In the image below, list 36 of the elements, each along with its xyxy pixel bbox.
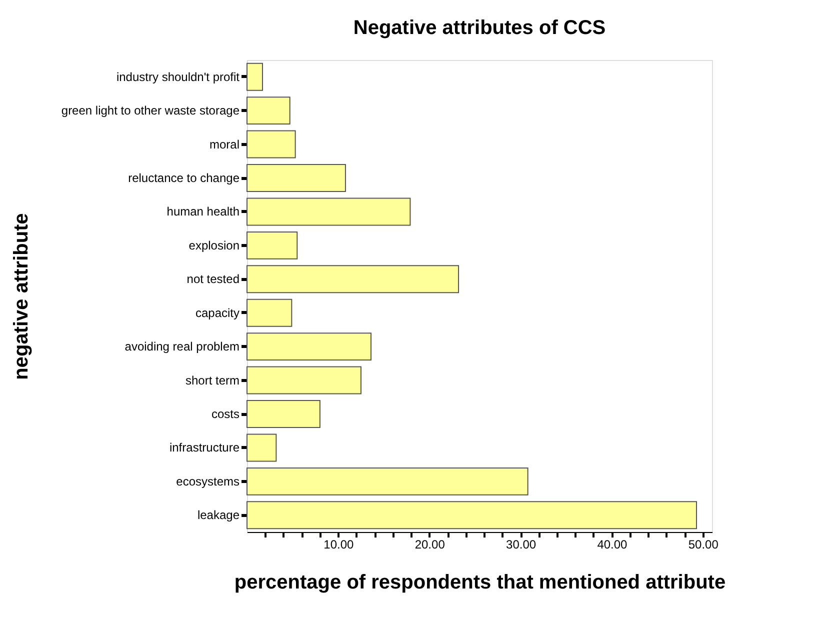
y-tick-label: ecosystems	[176, 474, 240, 488]
y-tick-label: industry shouldn't profit	[116, 70, 240, 84]
y-tick-label: infrastructure	[169, 440, 240, 455]
bar	[246, 332, 372, 361]
bar	[246, 501, 697, 530]
chart-title: Negative attributes of CCS	[353, 17, 606, 39]
y-tick-label: capacity	[195, 306, 240, 320]
bar	[246, 366, 362, 394]
x-tick-label: 50.00	[688, 538, 719, 552]
x-tick-label: 30.00	[506, 538, 536, 552]
y-tick-label: green light to other waste storage	[61, 104, 240, 118]
y-tick-label: explosion	[188, 238, 240, 252]
bar	[246, 400, 320, 428]
y-tick-label: not tested	[186, 272, 240, 286]
bar	[246, 130, 296, 158]
x-tick-label: 20.00	[414, 538, 446, 552]
y-axis-title: negative attribute	[10, 213, 32, 380]
bar	[246, 231, 298, 260]
bar	[246, 434, 277, 462]
y-tick-label: costs	[211, 407, 240, 421]
bar	[246, 164, 346, 192]
bar	[246, 467, 528, 496]
bar	[246, 96, 290, 125]
bar	[246, 62, 263, 91]
y-tick-label: reluctance to change	[128, 171, 240, 185]
y-tick-label: short term	[185, 373, 240, 388]
bar	[246, 265, 460, 294]
x-axis-title: percentage of respondents that mentioned attribute	[234, 572, 726, 594]
x-tick-label: 10.00	[324, 538, 354, 552]
y-tick-label: avoiding real problem	[124, 340, 240, 354]
x-tick-label: 40.00	[597, 538, 628, 552]
y-tick-label: leakage	[197, 508, 240, 522]
y-tick-label: moral	[209, 137, 240, 152]
bar	[246, 298, 292, 327]
bar	[246, 198, 411, 226]
y-tick-label: human health	[166, 204, 240, 219]
